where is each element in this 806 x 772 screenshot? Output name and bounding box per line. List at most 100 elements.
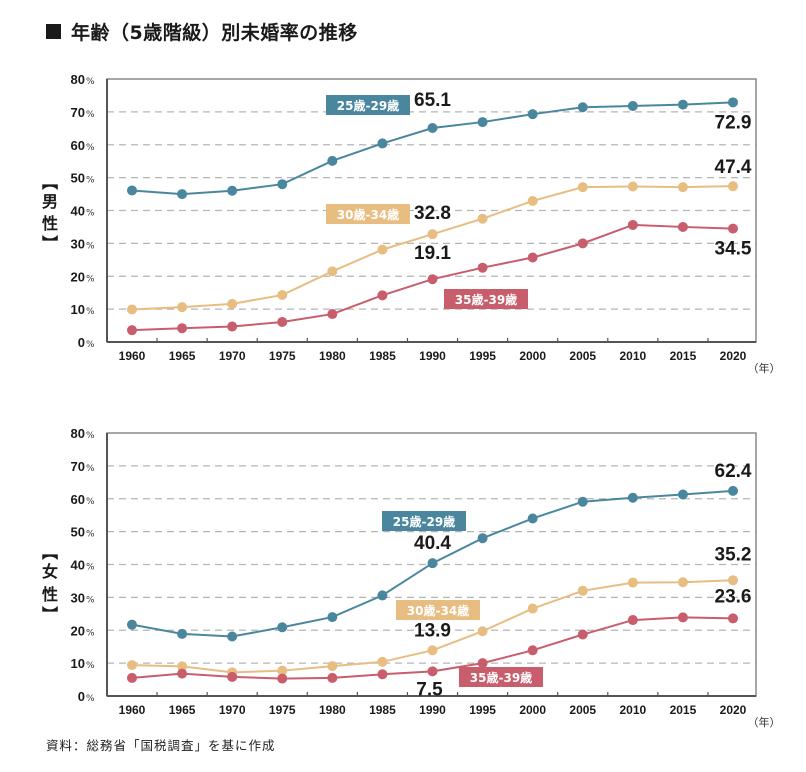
data-label: 13.9: [414, 620, 451, 641]
data-point: [677, 489, 688, 500]
y-tick-suffix: %: [86, 176, 95, 186]
data-label: 47.4: [715, 157, 752, 178]
side-label-char: 性: [42, 585, 58, 604]
x-tick-label: 1985: [369, 349, 396, 363]
series-label-box: [459, 667, 543, 687]
side-label-char: 性: [42, 214, 58, 233]
y-tick-suffix: %: [86, 77, 95, 87]
side-label-char: 男: [42, 192, 58, 211]
data-label: 7.5: [416, 679, 443, 700]
y-tick-label: 40: [71, 558, 85, 573]
data-point: [127, 672, 137, 683]
data-point: [177, 323, 188, 334]
x-tick-label: 1970: [219, 349, 246, 363]
data-point: [377, 590, 388, 601]
data-point: [477, 262, 488, 273]
data-point: [627, 100, 638, 111]
data-point: [728, 181, 738, 192]
data-point: [127, 660, 137, 671]
data-point: [377, 244, 388, 255]
y-tick-suffix: %: [86, 241, 95, 251]
side-label-char: 【: [40, 174, 59, 190]
series-age-30-34: 30歳-34歳 32.8 47.4: [127, 157, 752, 315]
title-square-icon: [46, 24, 61, 39]
data-point: [227, 671, 238, 682]
y-tick-label: 0: [78, 689, 85, 704]
data-point: [277, 622, 288, 633]
series-label-text: 25歳-29歳: [393, 514, 455, 529]
data-point: [527, 252, 538, 263]
data-point: [177, 661, 188, 672]
x-tick-label: 2015: [670, 703, 697, 717]
y-tick-suffix: %: [86, 694, 95, 704]
data-label: 34.5: [715, 239, 752, 260]
data-label: 23.6: [715, 586, 752, 607]
data-point: [427, 666, 438, 677]
data-point: [728, 575, 738, 586]
y-tick-suffix: %: [86, 628, 95, 638]
y-tick-suffix: %: [86, 431, 95, 441]
y-tick-suffix: %: [86, 563, 95, 573]
data-point: [377, 656, 388, 667]
data-point: [227, 185, 238, 196]
y-tick-label: 60: [71, 492, 85, 507]
data-point: [577, 102, 588, 113]
data-point: [427, 122, 438, 133]
y-tick-suffix: %: [86, 464, 95, 474]
data-point: [627, 577, 638, 588]
x-tick-label: 2005: [569, 349, 596, 363]
y-tick-suffix: %: [86, 595, 95, 605]
y-tick-suffix: %: [86, 530, 95, 540]
data-point: [527, 109, 538, 120]
series-label-text: 35歳-39歳: [455, 292, 517, 307]
data-point: [177, 668, 188, 679]
x-tick-label: 1965: [169, 349, 196, 363]
x-tick-label: 2000: [519, 703, 546, 717]
data-point: [277, 665, 288, 676]
y-tick-label: 60: [71, 138, 85, 153]
x-tick-label: 1960: [119, 349, 146, 363]
data-point: [577, 496, 588, 507]
data-point: [127, 304, 137, 315]
chart-male: 0 %10 %20 %30 %40 %50 %60 %70 %80 %1960 1965 1970 19…: [40, 72, 781, 375]
data-point: [677, 577, 688, 588]
side-label-char: 】: [40, 235, 59, 251]
data-point: [227, 321, 238, 332]
y-tick-label: 70: [71, 105, 85, 120]
data-point: [327, 612, 338, 623]
data-point: [177, 302, 188, 313]
data-point: [327, 155, 338, 166]
x-tick-label: 2010: [619, 703, 646, 717]
x-axis-unit: （年）: [748, 715, 781, 729]
x-tick-label: 1995: [469, 349, 496, 363]
data-point: [627, 615, 638, 626]
y-tick-suffix: %: [86, 307, 95, 317]
chart-female: 0 %10 %20 %30 %40 %50 %60 %70 %80 %1960 1965 1970 19…: [40, 426, 781, 729]
y-tick-label: 40: [71, 204, 85, 219]
y-tick-suffix: %: [86, 209, 95, 219]
data-label: 72.9: [715, 112, 752, 133]
x-axis-unit: （年）: [748, 361, 781, 375]
data-point: [477, 626, 488, 637]
data-point: [677, 182, 688, 193]
data-point: [527, 645, 538, 656]
data-point: [127, 619, 137, 630]
x-tick-label: 1985: [369, 703, 396, 717]
x-tick-label: 1965: [169, 703, 196, 717]
data-point: [477, 213, 488, 224]
data-point: [527, 603, 538, 614]
data-point: [677, 612, 688, 623]
y-tick-label: 80: [71, 426, 85, 441]
x-tick-label: 1980: [319, 703, 346, 717]
data-point: [277, 179, 288, 190]
data-point: [627, 181, 638, 192]
y-tick-label: 20: [71, 623, 85, 638]
data-point: [327, 309, 338, 320]
data-point: [728, 97, 738, 108]
data-point: [227, 298, 238, 309]
series-label-text: 30歳-34歳: [407, 603, 469, 618]
data-point: [127, 325, 137, 336]
x-tick-label: 1990: [419, 349, 446, 363]
x-tick-label: 1970: [219, 703, 246, 717]
